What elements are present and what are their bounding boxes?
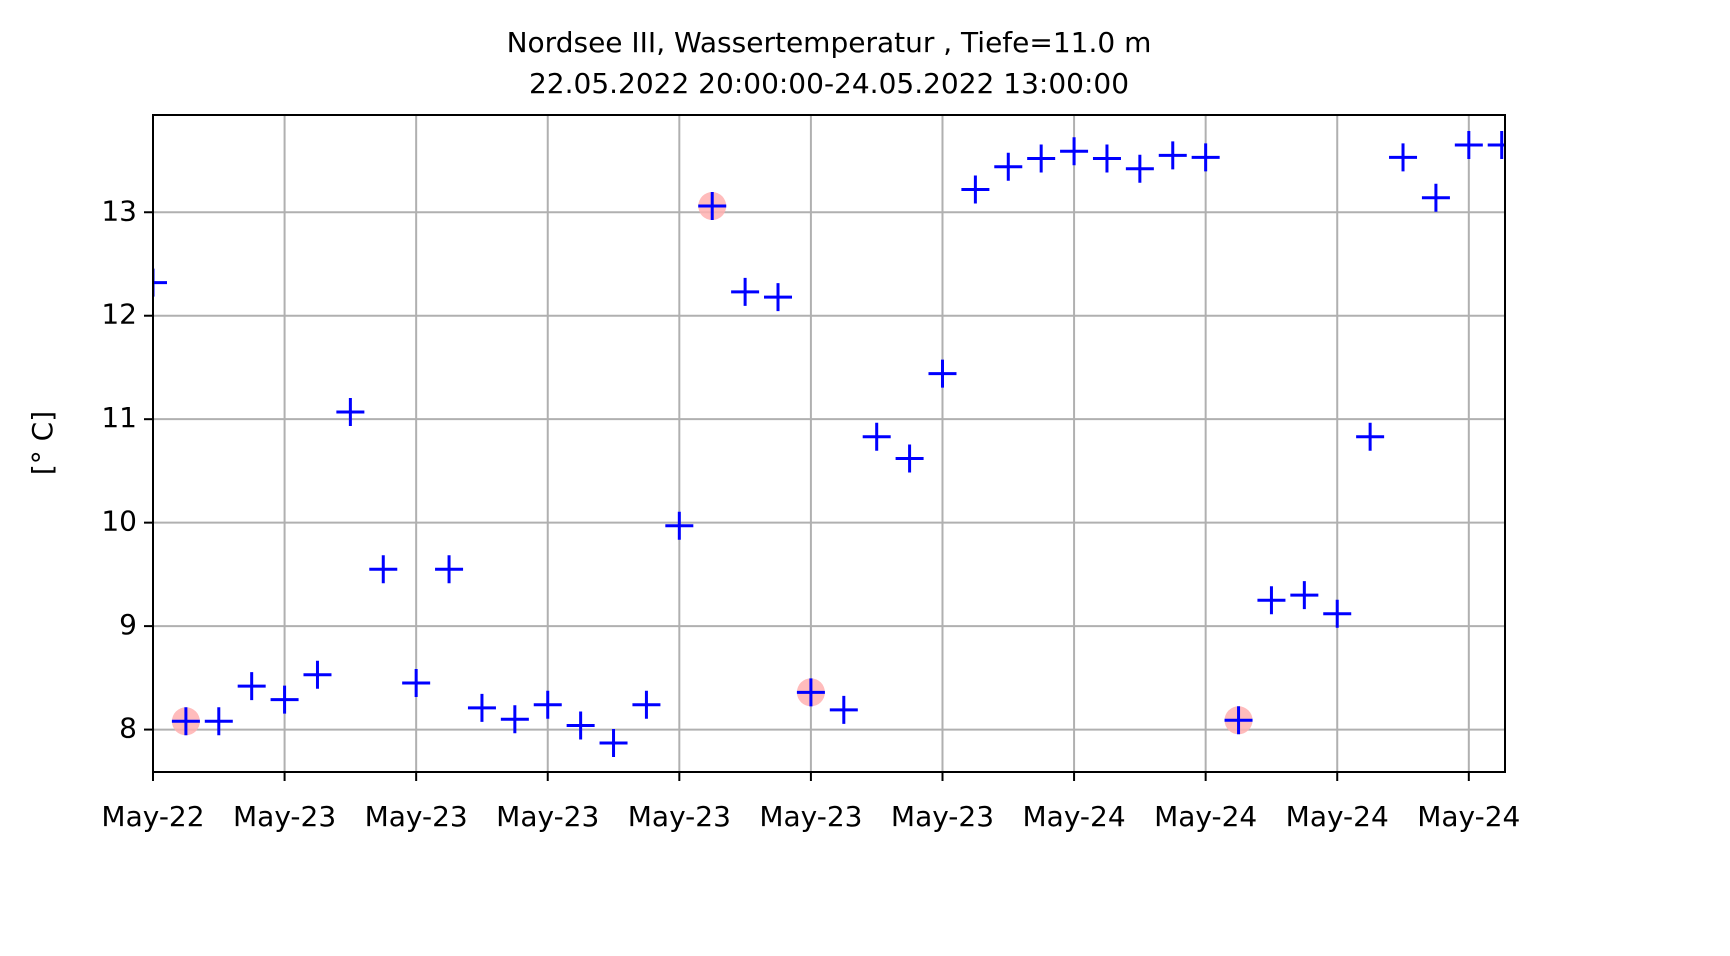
x-tick-label: May-23 (233, 800, 336, 833)
data-point (467, 693, 496, 722)
data-point (1191, 143, 1220, 172)
data-point (566, 711, 595, 740)
data-point (698, 192, 727, 221)
data-point (895, 444, 924, 473)
x-tick-label: May-24 (1417, 800, 1520, 833)
data-point (862, 422, 891, 451)
data-point (1290, 581, 1319, 610)
data-point (303, 660, 332, 689)
y-tick-label: 12 (101, 298, 137, 331)
data-point (829, 695, 858, 724)
data-point (435, 555, 464, 584)
data-point (270, 685, 299, 714)
data-point (731, 277, 760, 306)
data-point (369, 555, 398, 584)
y-tick-label: 13 (101, 194, 137, 227)
data-point (1125, 154, 1154, 183)
data-point (796, 678, 825, 707)
x-tick-label: May-23 (365, 800, 468, 833)
data-point (533, 690, 562, 719)
chart-title: Nordsee III, Wassertemperatur , Tiefe=11… (507, 26, 1152, 59)
data-point (961, 175, 990, 204)
x-tick-label: May-22 (101, 800, 204, 833)
y-tick-label: 8 (119, 712, 137, 745)
plot-frame (152, 114, 1506, 773)
data-point (1356, 422, 1385, 451)
data-point (928, 359, 957, 388)
data-point (500, 705, 529, 734)
data-point (994, 152, 1023, 181)
data-point (402, 669, 431, 698)
x-tick-label: May-24 (1154, 800, 1257, 833)
data-point (665, 511, 694, 540)
data-point (599, 729, 628, 758)
data-point (1224, 706, 1253, 735)
data-point (153, 268, 167, 297)
data-point (1487, 131, 1505, 160)
data-point (1060, 137, 1089, 166)
data-point (237, 672, 266, 701)
data-point (1421, 183, 1450, 212)
data-point (336, 397, 365, 426)
data-point (1257, 586, 1286, 615)
x-tick-label: May-23 (891, 800, 994, 833)
data-point (1454, 131, 1483, 160)
x-tick-label: May-23 (628, 800, 731, 833)
x-tick-label: May-24 (1286, 800, 1389, 833)
y-tick-label: 10 (101, 505, 137, 538)
data-point (1323, 599, 1352, 628)
chart-subtitle: 22.05.2022 20:00:00-24.05.2022 13:00:00 (529, 67, 1129, 100)
data-point (632, 690, 661, 719)
data-point (1158, 141, 1187, 170)
data-point (171, 707, 200, 736)
y-tick-label: 9 (119, 608, 137, 641)
x-tick-label: May-23 (759, 800, 862, 833)
data-point (204, 707, 233, 736)
x-tick-label: May-23 (496, 800, 599, 833)
data-point (764, 283, 793, 312)
x-tick-label: May-24 (1023, 800, 1126, 833)
y-axis-label: [° C] (26, 411, 59, 475)
data-point (1027, 144, 1056, 173)
y-tick-label: 11 (101, 401, 137, 434)
data-point (1092, 144, 1121, 173)
data-point (1389, 143, 1418, 172)
